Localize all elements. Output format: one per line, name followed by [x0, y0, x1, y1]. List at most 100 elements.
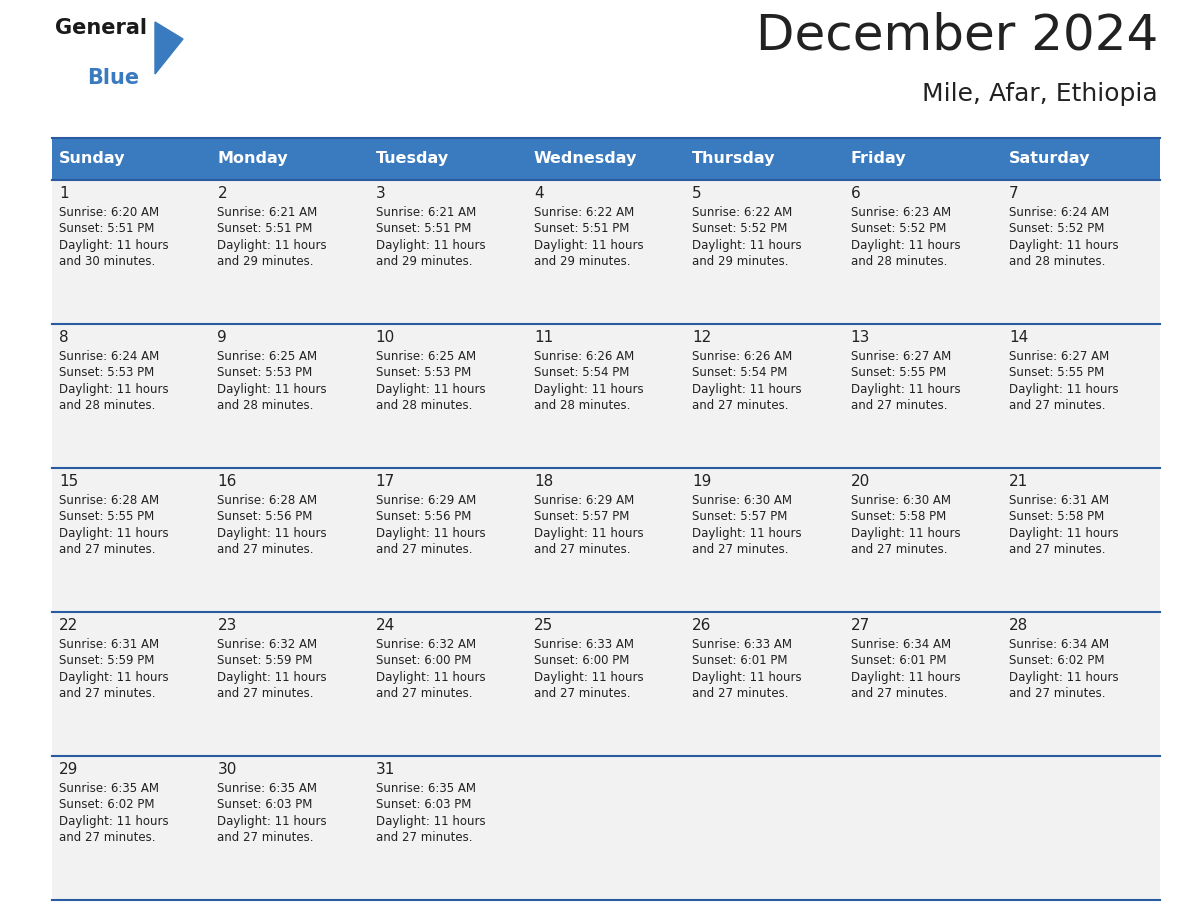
Text: Sunset: 5:53 PM: Sunset: 5:53 PM	[59, 366, 154, 379]
Text: Sunrise: 6:24 AM: Sunrise: 6:24 AM	[1009, 206, 1110, 218]
Text: Sunset: 5:56 PM: Sunset: 5:56 PM	[375, 510, 472, 523]
Text: Sunrise: 6:33 AM: Sunrise: 6:33 AM	[533, 637, 634, 651]
Text: and 28 minutes.: and 28 minutes.	[217, 399, 314, 412]
Text: Daylight: 11 hours: Daylight: 11 hours	[375, 670, 486, 684]
Text: Sunset: 6:00 PM: Sunset: 6:00 PM	[375, 654, 472, 667]
Bar	[1001, 756, 1159, 900]
Text: Sunset: 5:55 PM: Sunset: 5:55 PM	[851, 366, 946, 379]
Bar	[52, 180, 210, 324]
Text: Sunset: 6:01 PM: Sunset: 6:01 PM	[851, 654, 946, 667]
Bar	[526, 612, 685, 756]
Text: Wednesday: Wednesday	[533, 151, 637, 166]
Text: and 30 minutes.: and 30 minutes.	[59, 255, 156, 268]
Text: Sunrise: 6:28 AM: Sunrise: 6:28 AM	[217, 494, 317, 507]
Text: Daylight: 11 hours: Daylight: 11 hours	[1009, 527, 1118, 540]
Text: Tuesday: Tuesday	[375, 151, 449, 166]
Text: and 27 minutes.: and 27 minutes.	[1009, 399, 1105, 412]
Text: Sunset: 5:51 PM: Sunset: 5:51 PM	[375, 222, 472, 235]
Text: Sunrise: 6:22 AM: Sunrise: 6:22 AM	[533, 206, 634, 218]
Bar	[1001, 468, 1159, 612]
Text: Sunset: 6:01 PM: Sunset: 6:01 PM	[693, 654, 788, 667]
Text: and 27 minutes.: and 27 minutes.	[217, 543, 314, 556]
Text: December 2024: December 2024	[756, 12, 1158, 60]
Bar	[210, 756, 368, 900]
Text: and 27 minutes.: and 27 minutes.	[217, 687, 314, 700]
Bar	[1001, 180, 1159, 324]
Text: 22: 22	[59, 618, 78, 633]
Bar	[843, 324, 1001, 468]
Text: and 27 minutes.: and 27 minutes.	[533, 543, 631, 556]
Text: Sunset: 5:51 PM: Sunset: 5:51 PM	[533, 222, 630, 235]
Text: Mile, Afar, Ethiopia: Mile, Afar, Ethiopia	[922, 82, 1158, 106]
Text: 5: 5	[693, 185, 702, 200]
Text: Daylight: 11 hours: Daylight: 11 hours	[375, 383, 486, 396]
Text: Daylight: 11 hours: Daylight: 11 hours	[693, 383, 802, 396]
Text: Sunset: 5:57 PM: Sunset: 5:57 PM	[533, 510, 630, 523]
Text: and 28 minutes.: and 28 minutes.	[59, 399, 156, 412]
Text: and 27 minutes.: and 27 minutes.	[375, 687, 472, 700]
Text: 10: 10	[375, 330, 394, 344]
Text: Sunset: 5:59 PM: Sunset: 5:59 PM	[217, 654, 312, 667]
Text: Sunrise: 6:30 AM: Sunrise: 6:30 AM	[851, 494, 950, 507]
Text: Daylight: 11 hours: Daylight: 11 hours	[375, 527, 486, 540]
Text: 30: 30	[217, 762, 236, 777]
Text: Sunset: 5:59 PM: Sunset: 5:59 PM	[59, 654, 154, 667]
Text: Sunrise: 6:25 AM: Sunrise: 6:25 AM	[217, 350, 317, 363]
Text: 7: 7	[1009, 185, 1018, 200]
Text: Sunrise: 6:26 AM: Sunrise: 6:26 AM	[693, 350, 792, 363]
Text: Sunday: Sunday	[59, 151, 126, 166]
Text: 19: 19	[693, 474, 712, 488]
Text: Sunset: 6:02 PM: Sunset: 6:02 PM	[59, 798, 154, 811]
Text: Thursday: Thursday	[693, 151, 776, 166]
Text: Saturday: Saturday	[1009, 151, 1091, 166]
Text: Daylight: 11 hours: Daylight: 11 hours	[375, 239, 486, 252]
Text: Sunset: 5:52 PM: Sunset: 5:52 PM	[693, 222, 788, 235]
Text: and 27 minutes.: and 27 minutes.	[59, 831, 156, 844]
Text: and 28 minutes.: and 28 minutes.	[851, 255, 947, 268]
Bar	[526, 468, 685, 612]
Text: Sunrise: 6:31 AM: Sunrise: 6:31 AM	[1009, 494, 1108, 507]
Text: Sunset: 5:54 PM: Sunset: 5:54 PM	[533, 366, 630, 379]
Text: and 27 minutes.: and 27 minutes.	[851, 687, 947, 700]
Text: Daylight: 11 hours: Daylight: 11 hours	[1009, 239, 1118, 252]
Text: 21: 21	[1009, 474, 1028, 488]
Text: Sunrise: 6:20 AM: Sunrise: 6:20 AM	[59, 206, 159, 218]
Bar	[526, 324, 685, 468]
Text: 1: 1	[59, 185, 69, 200]
Text: Sunrise: 6:23 AM: Sunrise: 6:23 AM	[851, 206, 950, 218]
Text: and 29 minutes.: and 29 minutes.	[533, 255, 631, 268]
Text: 8: 8	[59, 330, 69, 344]
Text: 31: 31	[375, 762, 396, 777]
Text: and 28 minutes.: and 28 minutes.	[1009, 255, 1105, 268]
Text: Daylight: 11 hours: Daylight: 11 hours	[217, 670, 327, 684]
Text: Daylight: 11 hours: Daylight: 11 hours	[851, 239, 960, 252]
Text: Sunset: 5:57 PM: Sunset: 5:57 PM	[693, 510, 788, 523]
Bar	[368, 180, 526, 324]
Text: and 27 minutes.: and 27 minutes.	[375, 543, 472, 556]
Text: 4: 4	[533, 185, 544, 200]
Text: Sunset: 5:53 PM: Sunset: 5:53 PM	[217, 366, 312, 379]
Bar	[52, 756, 210, 900]
Bar	[368, 324, 526, 468]
Text: and 27 minutes.: and 27 minutes.	[217, 831, 314, 844]
Text: Sunset: 6:00 PM: Sunset: 6:00 PM	[533, 654, 630, 667]
Text: Sunset: 5:53 PM: Sunset: 5:53 PM	[375, 366, 470, 379]
Text: Blue: Blue	[87, 68, 139, 88]
Bar	[843, 468, 1001, 612]
Text: Sunset: 5:52 PM: Sunset: 5:52 PM	[1009, 222, 1104, 235]
Text: General: General	[55, 18, 147, 38]
Bar	[52, 324, 210, 468]
Text: Sunset: 6:02 PM: Sunset: 6:02 PM	[1009, 654, 1105, 667]
Polygon shape	[154, 22, 183, 74]
Text: Sunset: 5:56 PM: Sunset: 5:56 PM	[217, 510, 312, 523]
Text: Sunrise: 6:21 AM: Sunrise: 6:21 AM	[375, 206, 476, 218]
Text: 15: 15	[59, 474, 78, 488]
Bar	[843, 612, 1001, 756]
Text: Daylight: 11 hours: Daylight: 11 hours	[59, 670, 169, 684]
Text: Sunrise: 6:30 AM: Sunrise: 6:30 AM	[693, 494, 792, 507]
Text: 2: 2	[217, 185, 227, 200]
Text: and 27 minutes.: and 27 minutes.	[59, 543, 156, 556]
Bar	[685, 180, 843, 324]
Text: 23: 23	[217, 618, 236, 633]
Text: Daylight: 11 hours: Daylight: 11 hours	[59, 814, 169, 827]
